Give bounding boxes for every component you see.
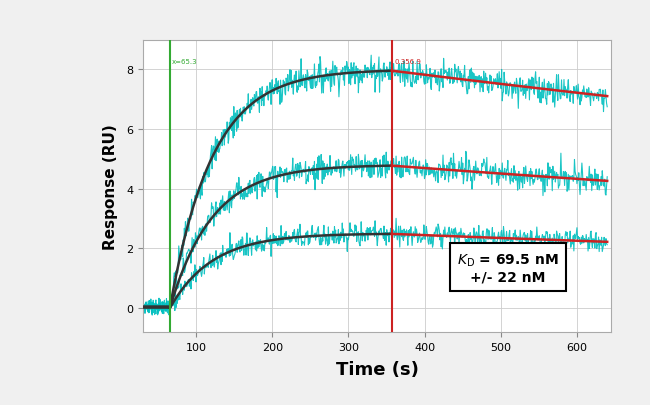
Text: $K_{\mathrm{D}}$ = 69.5 nM
+/- 22 nM: $K_{\mathrm{D}}$ = 69.5 nM +/- 22 nM [457,252,559,284]
Text: 0.356.9: 0.356.9 [394,59,421,65]
Y-axis label: Response (RU): Response (RU) [103,124,118,249]
Text: x=65.3: x=65.3 [172,59,198,65]
X-axis label: Time (s): Time (s) [335,360,419,378]
